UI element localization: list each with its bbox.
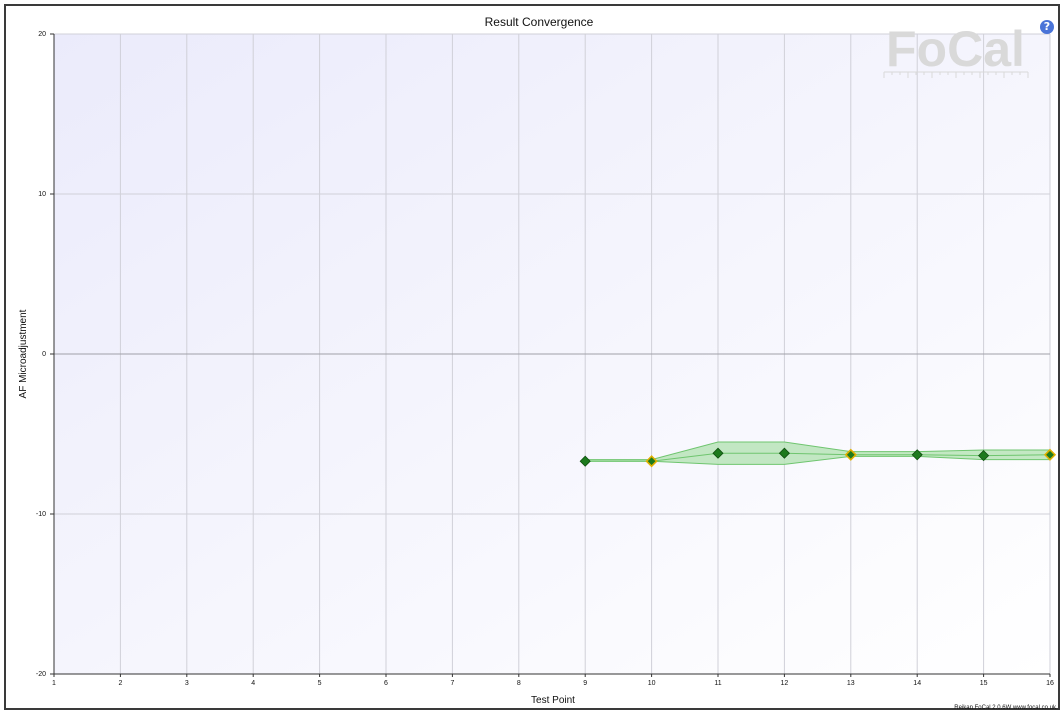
x-tick-label: 6: [384, 680, 388, 687]
grid: [50, 33, 1051, 677]
y-tick-label: 10: [38, 191, 46, 198]
x-tick-label: 10: [648, 680, 656, 687]
series-line: [585, 452, 1051, 462]
x-tick-label: 8: [517, 680, 521, 687]
y-tick-label: -10: [36, 511, 46, 518]
series-path: [585, 452, 1051, 462]
y-tick-label: 0: [42, 351, 46, 358]
x-tick-label: 3: [185, 680, 189, 687]
x-tick-label: 15: [980, 680, 988, 687]
data-point: [911, 449, 923, 461]
version-credit: Reikan FoCal 2.0.6W www.focal.co.uk: [954, 705, 1057, 711]
help-icon[interactable]: ?: [1040, 20, 1054, 34]
x-tick-label: 14: [913, 680, 921, 687]
data-point: [1043, 448, 1057, 461]
data-point: [978, 450, 990, 462]
chart-frame: 1 2 3 4 5 6 7 8 9 10 11 12 13 14 15 16 -20 -10 0 10 20 Resul…: [4, 4, 1060, 711]
logo-text: FoCal: [886, 21, 1025, 77]
x-tick-label: 4: [251, 680, 255, 687]
y-tick-label: -20: [36, 671, 46, 678]
data-markers: [579, 447, 1057, 468]
x-tick-label: 13: [847, 680, 855, 687]
chart-title: Result Convergence: [485, 15, 594, 29]
data-point: [579, 455, 591, 467]
focal-logo: FoCal: [883, 21, 1029, 78]
x-tick-label: 2: [118, 680, 122, 687]
y-axis-label: AF Microadjustment: [18, 309, 29, 398]
y-tick-label: 20: [38, 31, 46, 38]
x-tick-label: 12: [781, 680, 789, 687]
x-tick-label: 16: [1046, 680, 1054, 687]
x-tick-label: 1: [52, 680, 56, 687]
x-tick-label: 11: [714, 680, 721, 687]
x-tick-label: 9: [583, 680, 587, 687]
x-axis-label: Test Point: [531, 695, 575, 706]
x-tick-label: 7: [450, 680, 454, 687]
data-point: [645, 455, 658, 468]
data-point: [844, 448, 857, 461]
data-point: [712, 447, 724, 459]
x-tick-label: 5: [318, 680, 322, 687]
data-point: [778, 447, 790, 459]
